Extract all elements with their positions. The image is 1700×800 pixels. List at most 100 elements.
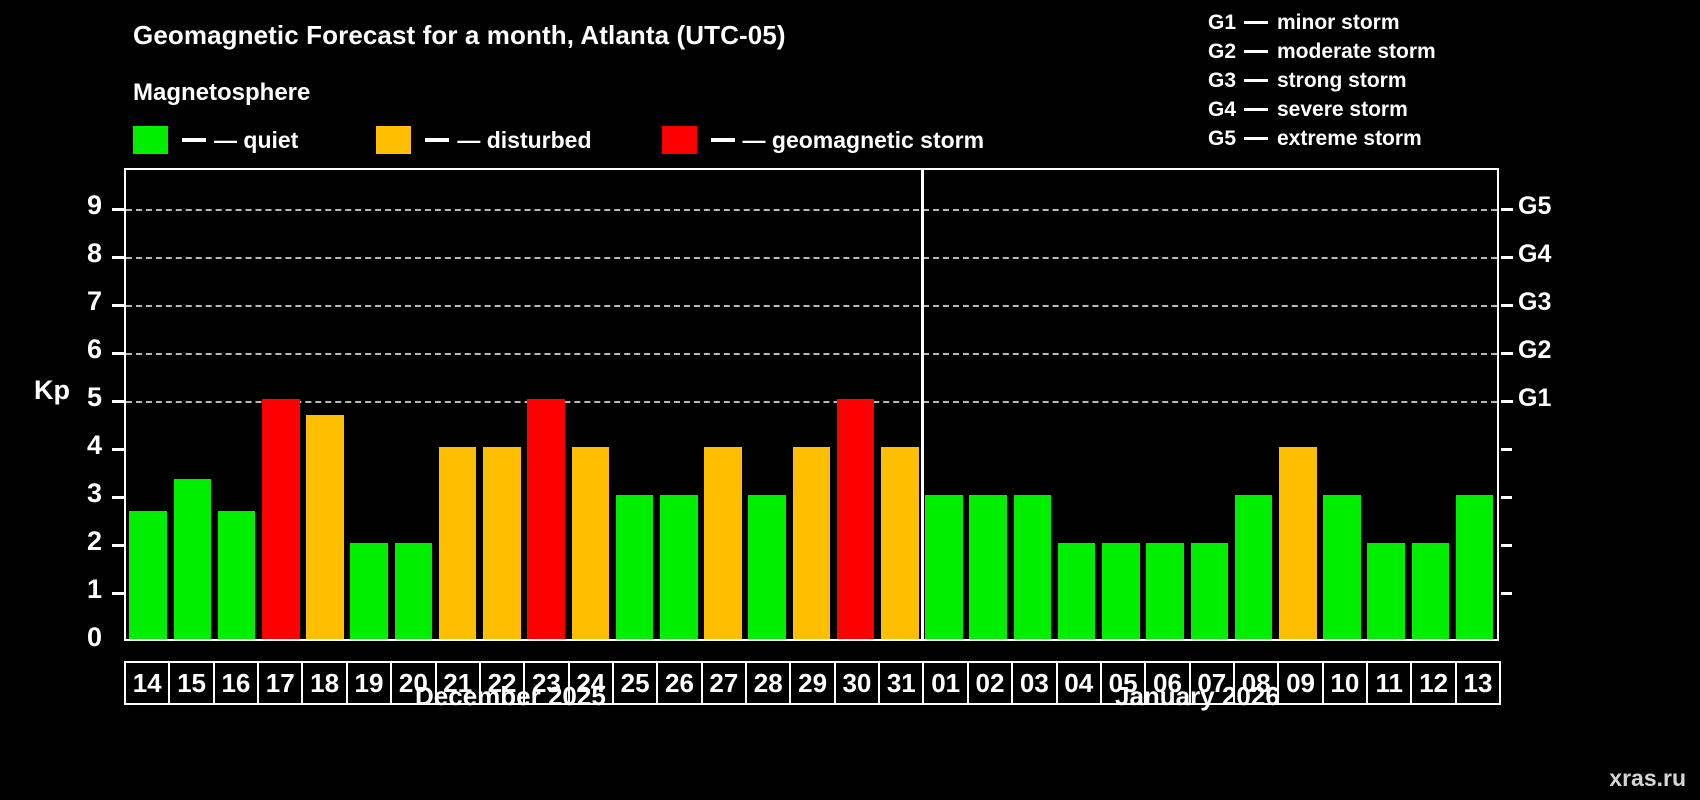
bar-cell-19[interactable]	[347, 170, 391, 639]
bar-cell-16[interactable]	[214, 170, 258, 639]
bar-cell-12[interactable]	[1408, 170, 1452, 639]
bar-31[interactable]	[881, 447, 919, 639]
bar-12[interactable]	[1411, 543, 1450, 639]
bar-cell-27[interactable]	[701, 170, 745, 639]
bar-cell-20[interactable]	[391, 170, 435, 639]
bar-cell-28[interactable]	[745, 170, 789, 639]
bar-cell-05[interactable]	[1099, 170, 1143, 639]
date-cell[interactable]: 07	[1188, 661, 1235, 705]
bar-cell-23[interactable]	[524, 170, 568, 639]
bar-08[interactable]	[1234, 495, 1273, 639]
date-cell[interactable]: 08	[1232, 661, 1280, 705]
date-cell[interactable]: 31	[878, 661, 925, 705]
bar-cell-14[interactable]	[126, 170, 170, 639]
bar-17[interactable]	[261, 399, 300, 639]
bar-21[interactable]	[438, 447, 477, 639]
date-cell[interactable]: 18	[301, 661, 348, 705]
bar-cell-29[interactable]	[789, 170, 833, 639]
date-cell[interactable]: 19	[345, 661, 393, 705]
date-cell[interactable]: 27	[700, 661, 748, 705]
bar-cell-24[interactable]	[568, 170, 612, 639]
bar-cell-30[interactable]	[834, 170, 878, 639]
bar-cell-15[interactable]	[170, 170, 214, 639]
bar-05[interactable]	[1102, 543, 1140, 639]
date-cell[interactable]: 02	[966, 661, 1014, 705]
date-cell[interactable]: 03	[1011, 661, 1058, 705]
date-cell[interactable]: 30	[833, 661, 881, 705]
bar-cell-31[interactable]	[878, 170, 922, 639]
bar-26[interactable]	[659, 495, 698, 639]
date-cell[interactable]: 22	[478, 661, 526, 705]
date-cell[interactable]: 25	[611, 661, 659, 705]
page-title: Geomagnetic Forecast for a month, Atlant…	[133, 20, 786, 50]
bar-25[interactable]	[615, 495, 654, 639]
bar-cell-11[interactable]	[1364, 170, 1408, 639]
bar-cell-10[interactable]	[1320, 170, 1364, 639]
bar-04[interactable]	[1057, 543, 1096, 639]
bar-cell-17[interactable]	[259, 170, 303, 639]
bar-18[interactable]	[306, 414, 344, 639]
bar-cell-02[interactable]	[966, 170, 1010, 639]
date-axis: 14 15 16 17 18 19 20 21 22 23 24 25 26 27 28 29 30 31 01 02…	[124, 661, 1502, 705]
bar-cell-22[interactable]	[480, 170, 524, 639]
y-tick-label: 0	[86, 622, 102, 652]
date-cell[interactable]: 17	[257, 661, 304, 705]
storm-scale-text: severe storm	[1277, 97, 1408, 121]
bar-cell-03[interactable]	[1010, 170, 1054, 639]
date-cell[interactable]: 14	[124, 661, 171, 705]
bar-20[interactable]	[394, 543, 433, 639]
bar-06[interactable]	[1146, 543, 1184, 639]
date-cell[interactable]: 16	[212, 661, 260, 705]
date-cell[interactable]: 11	[1366, 661, 1413, 705]
date-cell[interactable]: 26	[656, 661, 703, 705]
date-cell[interactable]: 04	[1055, 661, 1102, 705]
bar-07[interactable]	[1190, 543, 1229, 639]
bar-22[interactable]	[483, 447, 521, 639]
bar-30[interactable]	[836, 399, 875, 639]
date-cell[interactable]: 13	[1454, 661, 1502, 705]
bar-01[interactable]	[925, 495, 963, 639]
bar-27[interactable]	[704, 447, 742, 639]
bar-29[interactable]	[792, 447, 831, 639]
bar-19[interactable]	[350, 543, 388, 639]
date-cell[interactable]: 15	[168, 661, 215, 705]
bar-cell-01[interactable]	[922, 170, 966, 639]
bar-16[interactable]	[217, 510, 256, 639]
bar-24[interactable]	[571, 447, 610, 639]
gridline-kp-5	[126, 401, 1497, 403]
date-cell[interactable]: 29	[789, 661, 836, 705]
date-cell[interactable]: 10	[1321, 661, 1369, 705]
date-cell[interactable]: 20	[390, 661, 437, 705]
date-cell[interactable]: 06	[1144, 661, 1191, 705]
bar-cell-26[interactable]	[657, 170, 701, 639]
bar-02[interactable]	[969, 495, 1008, 639]
bar-15[interactable]	[173, 479, 212, 639]
bar-cell-07[interactable]	[1187, 170, 1231, 639]
bar-cell-25[interactable]	[612, 170, 656, 639]
bar-cell-09[interactable]	[1276, 170, 1320, 639]
bar-09[interactable]	[1279, 447, 1317, 639]
bar-cell-06[interactable]	[1143, 170, 1187, 639]
bar-14[interactable]	[129, 510, 167, 639]
storm-scale-dash-icon	[1244, 108, 1268, 111]
date-cell[interactable]: 12	[1410, 661, 1457, 705]
bar-cell-21[interactable]	[436, 170, 480, 639]
date-cell[interactable]: 01	[922, 661, 969, 705]
date-cell[interactable]: 05	[1099, 661, 1147, 705]
bar-28[interactable]	[748, 495, 786, 639]
gridline-kp-7	[126, 305, 1497, 307]
bar-10[interactable]	[1323, 495, 1361, 639]
date-cell[interactable]: 28	[745, 661, 792, 705]
date-cell[interactable]: 23	[523, 661, 570, 705]
magnetosphere-label: Magnetosphere	[133, 79, 311, 106]
bar-cell-08[interactable]	[1231, 170, 1275, 639]
bar-cell-13[interactable]	[1453, 170, 1497, 639]
bar-cell-04[interactable]	[1055, 170, 1099, 639]
bar-23[interactable]	[527, 399, 565, 639]
date-cell[interactable]: 09	[1277, 661, 1324, 705]
bar-03[interactable]	[1013, 495, 1052, 639]
storm-scale-code: G3	[1208, 68, 1237, 92]
bar-13[interactable]	[1455, 495, 1494, 639]
bar-11[interactable]	[1367, 543, 1406, 639]
bar-cell-18[interactable]	[303, 170, 347, 639]
